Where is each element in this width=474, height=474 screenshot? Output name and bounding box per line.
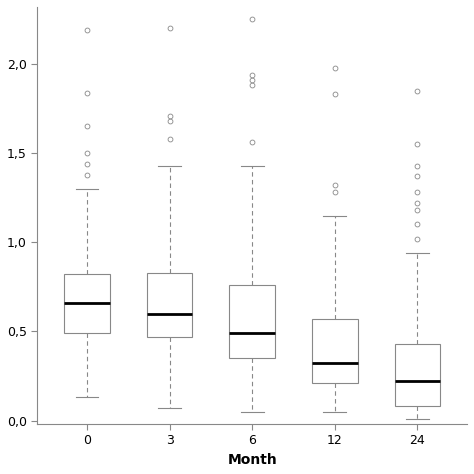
PathPatch shape (312, 319, 357, 383)
PathPatch shape (64, 274, 109, 333)
PathPatch shape (147, 273, 192, 337)
X-axis label: Month: Month (228, 453, 277, 467)
PathPatch shape (229, 285, 275, 358)
PathPatch shape (395, 344, 440, 406)
